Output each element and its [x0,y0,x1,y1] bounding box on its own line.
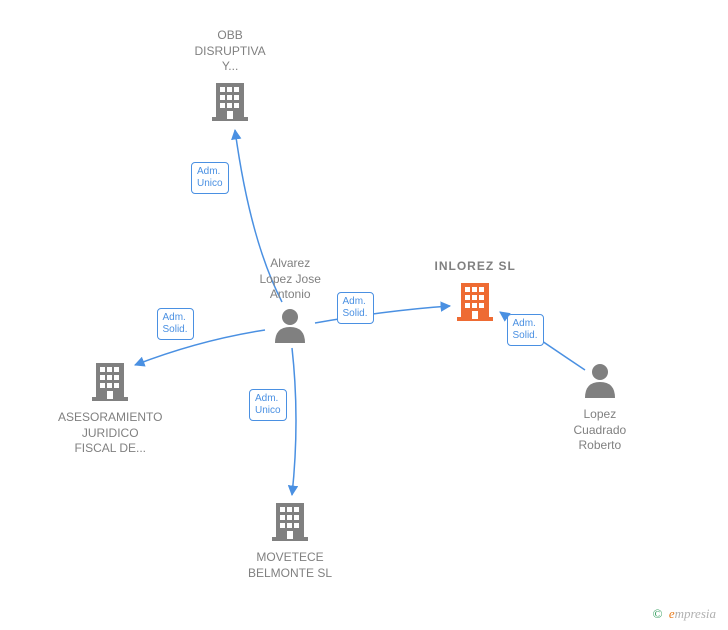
watermark: © empresia [653,606,716,622]
node-asesor[interactable]: ASESORAMIENTO JURIDICO FISCAL DE... [58,359,162,457]
edge-label: Adm. Solid. [157,308,194,340]
edge-path [315,306,450,323]
node-label: OBB DISRUPTIVA Y... [195,28,266,75]
brand-rest: mpresia [675,606,716,621]
diagram-canvas: { "diagram": { "type": "network", "width… [0,0,728,630]
building-icon [455,279,495,326]
edge-label: Adm. Solid. [337,292,374,324]
building-icon [90,359,130,406]
node-inlorez[interactable]: INLOREZ SL [435,259,516,326]
edge-label: Adm. Unico [191,162,229,194]
copyright-symbol: © [653,606,663,621]
node-label: Alvarez Lopez Jose Antonio [260,256,321,303]
edge-label: Adm. Unico [249,389,287,421]
node-movetece[interactable]: MOVETECE BELMONTE SL [248,499,332,581]
node-label: Lopez Cuadrado Roberto [574,407,627,454]
edge-label: Adm. Solid. [507,314,544,346]
node-obb[interactable]: OBB DISRUPTIVA Y... [195,28,266,126]
person-icon [273,307,307,348]
edge-path [292,348,296,495]
node-label: ASESORAMIENTO JURIDICO FISCAL DE... [58,410,162,457]
node-alvarez[interactable]: Alvarez Lopez Jose Antonio [260,256,321,348]
node-lopez[interactable]: Lopez Cuadrado Roberto [574,362,627,454]
building-icon [210,79,250,126]
building-icon [270,499,310,546]
node-label: MOVETECE BELMONTE SL [248,550,332,581]
node-label: INLOREZ SL [435,259,516,275]
person-icon [583,362,617,403]
